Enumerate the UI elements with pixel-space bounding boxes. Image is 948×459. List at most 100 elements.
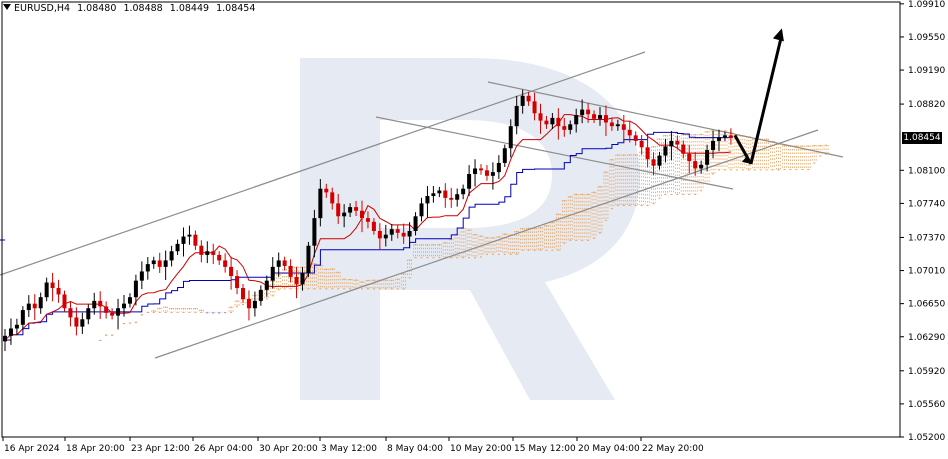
candle-body xyxy=(377,230,382,239)
candle-body xyxy=(32,303,37,309)
cloud-edge xyxy=(723,130,726,132)
cloud-edge xyxy=(134,321,137,323)
forecast-up-arrow xyxy=(749,38,783,165)
cloud-edge xyxy=(212,312,215,314)
candle-body xyxy=(360,210,364,219)
symbol-header: EURUSD,H4 1.08480 1.08488 1.08449 1.0845… xyxy=(3,3,255,14)
candle xyxy=(336,193,341,224)
candle xyxy=(609,117,614,131)
candle xyxy=(621,114,626,143)
candle xyxy=(425,186,430,218)
cloud-edge xyxy=(456,257,459,259)
candle-body xyxy=(401,232,406,237)
candle xyxy=(437,186,442,198)
cloud-edge xyxy=(706,131,709,133)
cloud-edge xyxy=(426,257,429,259)
candle-body xyxy=(413,216,418,231)
y-tick-label: 1.06290 xyxy=(908,333,945,343)
cloud-edge xyxy=(99,339,102,341)
candle-body xyxy=(681,144,686,154)
cloud-edge xyxy=(170,311,173,313)
candle-body xyxy=(598,115,602,119)
cloud-edge xyxy=(420,257,423,259)
candle xyxy=(110,308,115,320)
candle xyxy=(122,295,126,317)
candle xyxy=(14,318,19,335)
candle-body xyxy=(502,148,507,163)
cloud-edge xyxy=(533,249,536,251)
candle xyxy=(681,140,686,159)
cloud-edge xyxy=(474,257,477,259)
upper-descending-channel-line xyxy=(487,81,844,158)
y-tick-label: 1.06650 xyxy=(908,300,945,310)
cloud-edge xyxy=(795,145,798,147)
candle-body xyxy=(562,126,567,130)
cloud-edge xyxy=(462,257,465,259)
cloud-edge xyxy=(682,134,685,136)
cloud-edge xyxy=(825,144,828,146)
candle-body xyxy=(526,95,531,102)
candle-body xyxy=(592,114,597,119)
candle-body xyxy=(324,188,329,193)
candle-body xyxy=(50,282,55,289)
candle xyxy=(627,121,632,143)
candle xyxy=(354,200,359,217)
cloud-edge xyxy=(325,288,328,290)
candle xyxy=(538,103,543,134)
candle xyxy=(50,272,55,302)
cloud-edge xyxy=(313,288,316,290)
candle xyxy=(56,279,61,303)
candle-body xyxy=(181,236,186,244)
cloud-edge xyxy=(610,208,613,210)
candle-body xyxy=(479,168,483,171)
cloud-edge xyxy=(372,279,375,281)
cloud-edge xyxy=(242,304,244,306)
cloud-edge xyxy=(503,253,506,255)
candle xyxy=(187,225,192,245)
cloud-edge xyxy=(402,273,405,275)
candle-body xyxy=(98,300,103,307)
cloud-edge xyxy=(152,310,155,312)
candle-body xyxy=(3,335,7,342)
candle-body xyxy=(711,140,716,151)
cloud-edge xyxy=(599,186,601,188)
cloud-edge xyxy=(634,205,637,207)
candle-body xyxy=(496,162,501,173)
cloud-edge xyxy=(271,295,274,297)
cloud-edge xyxy=(712,130,715,132)
cloud-edge xyxy=(765,138,768,140)
candle xyxy=(598,107,602,126)
cloud-edge xyxy=(485,237,488,239)
candle-body xyxy=(461,188,466,195)
cloud-edge xyxy=(682,193,685,195)
candle xyxy=(419,197,424,222)
candle-body xyxy=(56,288,61,295)
cloud-edge xyxy=(563,200,566,202)
candle xyxy=(669,130,674,161)
candle-body xyxy=(92,300,97,309)
cloud-edge xyxy=(581,193,584,195)
cloud-edge xyxy=(509,234,512,236)
dropdown-triangle-icon[interactable] xyxy=(3,4,11,10)
cloud-edge xyxy=(170,308,173,310)
candle xyxy=(306,241,311,277)
cloud-edge xyxy=(396,278,399,280)
candle-body xyxy=(246,299,251,309)
candle xyxy=(294,266,299,299)
candle-body xyxy=(151,260,156,265)
candle xyxy=(467,165,472,196)
candle xyxy=(657,151,662,170)
cloud-edge xyxy=(801,168,804,170)
candle-body xyxy=(639,140,644,148)
candle-body xyxy=(252,300,257,309)
candle xyxy=(264,275,269,297)
cloud-edge xyxy=(343,278,346,280)
candle xyxy=(550,113,555,130)
candle-body xyxy=(8,328,13,336)
candle xyxy=(728,128,733,145)
cloud-edge xyxy=(408,259,411,261)
candle-body xyxy=(484,170,489,176)
cloud-edge xyxy=(361,288,363,290)
watermark-logo xyxy=(300,58,640,400)
